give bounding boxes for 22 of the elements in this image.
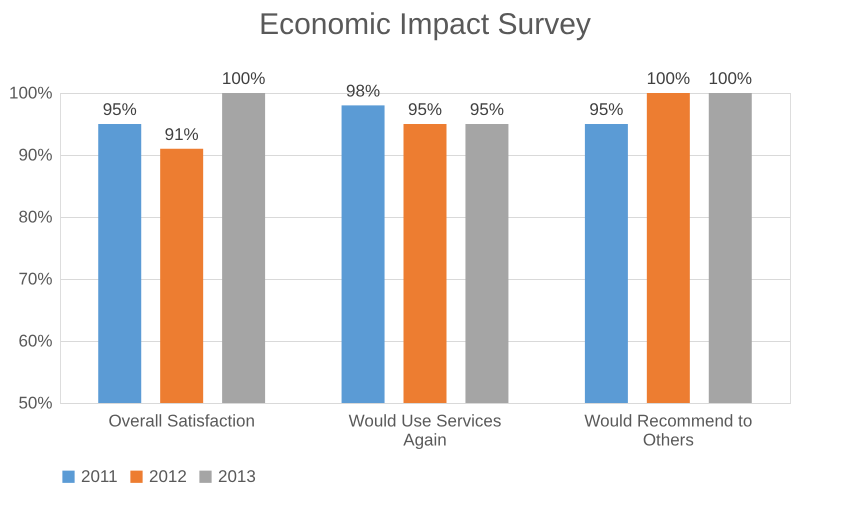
data-label: 98% xyxy=(346,81,380,100)
data-label: 100% xyxy=(646,69,690,88)
chart-title: Economic Impact Survey xyxy=(259,8,591,41)
y-tick-label: 80% xyxy=(18,208,52,226)
data-label: 91% xyxy=(164,124,199,144)
data-label: 95% xyxy=(589,100,624,119)
legend-label: 2011 xyxy=(81,466,118,486)
data-label: 100% xyxy=(708,69,752,88)
data-label: 95% xyxy=(408,100,442,119)
y-tick-label: 50% xyxy=(18,394,52,412)
legend-label: 2012 xyxy=(149,466,187,486)
y-tick-label: 60% xyxy=(18,332,52,350)
y-tick-label: 100% xyxy=(9,84,52,102)
x-tick-label: Would Use Services Again xyxy=(348,412,502,450)
data-label: 95% xyxy=(470,100,504,119)
y-tick-label: 70% xyxy=(18,270,52,288)
y-tick-label: 90% xyxy=(18,146,52,164)
legend-label: 2013 xyxy=(218,466,256,486)
x-tick-label: Overall Satisfaction xyxy=(108,412,255,430)
x-tick-label: Would Recommend to Others xyxy=(584,412,752,450)
data-label: 100% xyxy=(222,69,266,88)
data-label: 95% xyxy=(102,100,137,119)
